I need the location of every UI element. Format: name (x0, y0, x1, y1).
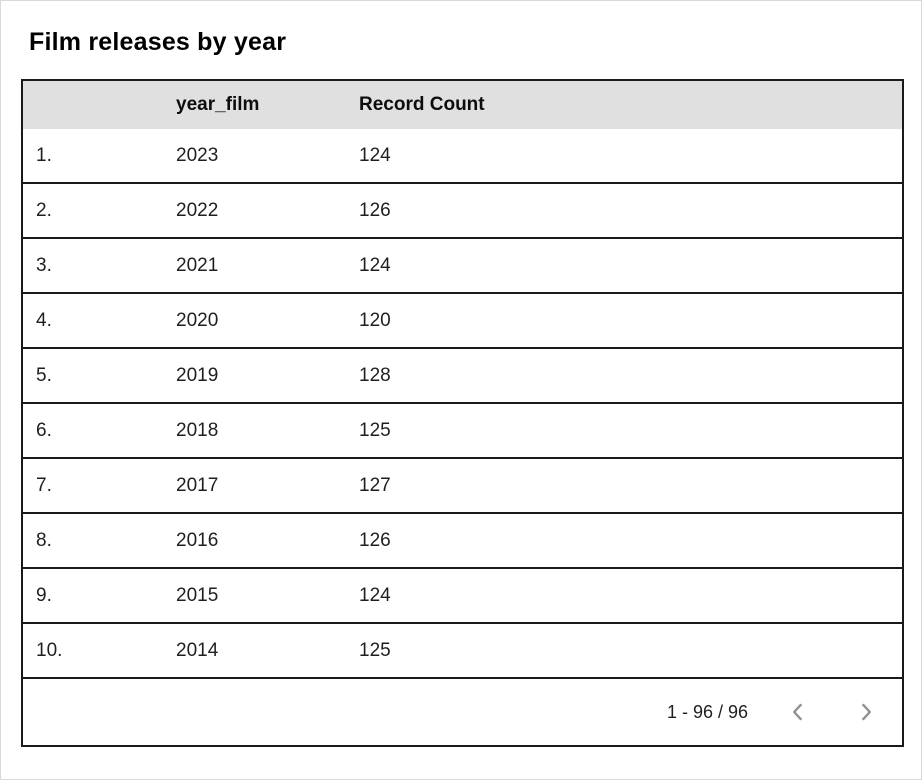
row-year-film: 2017 (176, 474, 219, 496)
table-row: 9. 2015 124 (23, 569, 902, 624)
table-card: year_film Record Count 1. 2023 124 2. 20… (21, 79, 904, 747)
row-year-film: 2023 (176, 144, 219, 166)
row-record-count: 120 (359, 309, 391, 331)
row-record-count: 124 (359, 254, 391, 276)
page-title: Film releases by year (29, 28, 287, 56)
row-index: 8. (36, 529, 52, 551)
table-row: 2. 2022 126 (23, 184, 902, 239)
prev-page-button[interactable] (778, 692, 818, 732)
table-row: 1. 2023 124 (23, 129, 902, 184)
table-header-row: year_film Record Count (23, 81, 902, 129)
row-record-count: 126 (359, 529, 391, 551)
row-index: 3. (36, 254, 52, 276)
table-row: 10. 2014 125 (23, 624, 902, 679)
row-record-count: 125 (359, 419, 391, 441)
row-index: 9. (36, 584, 52, 606)
row-index: 1. (36, 144, 52, 166)
table-row: 4. 2020 120 (23, 294, 902, 349)
row-year-film: 2014 (176, 639, 219, 661)
chevron-left-icon (785, 699, 811, 725)
row-year-film: 2015 (176, 584, 219, 606)
row-year-film: 2020 (176, 309, 219, 331)
table-footer: 1 - 96 / 96 (23, 679, 902, 745)
pagination-range: 1 - 96 / 96 (666, 701, 748, 722)
row-year-film: 2019 (176, 364, 219, 386)
header-cell-year-film[interactable]: year_film (176, 94, 260, 115)
table-body: 1. 2023 124 2. 2022 126 3. 2021 124 4. 2… (23, 129, 902, 679)
table-row: 3. 2021 124 (23, 239, 902, 294)
row-year-film: 2018 (176, 419, 219, 441)
row-record-count: 128 (359, 364, 391, 386)
row-index: 6. (36, 419, 52, 441)
row-record-count: 126 (359, 199, 391, 221)
row-index: 5. (36, 364, 52, 386)
row-index: 10. (36, 639, 63, 661)
table-row: 5. 2019 128 (23, 349, 902, 404)
row-record-count: 127 (359, 474, 391, 496)
row-record-count: 125 (359, 639, 391, 661)
row-year-film: 2016 (176, 529, 219, 551)
row-index: 7. (36, 474, 52, 496)
row-year-film: 2022 (176, 199, 219, 221)
row-index: 4. (36, 309, 52, 331)
header-cell-record-count[interactable]: Record Count (359, 94, 485, 115)
table-row: 8. 2016 126 (23, 514, 902, 569)
row-record-count: 124 (359, 584, 391, 606)
row-index: 2. (36, 199, 52, 221)
table-row: 6. 2018 125 (23, 404, 902, 459)
table-row: 7. 2017 127 (23, 459, 902, 514)
row-record-count: 124 (359, 144, 391, 166)
next-page-button[interactable] (846, 692, 886, 732)
chevron-right-icon (853, 699, 879, 725)
row-year-film: 2021 (176, 254, 219, 276)
